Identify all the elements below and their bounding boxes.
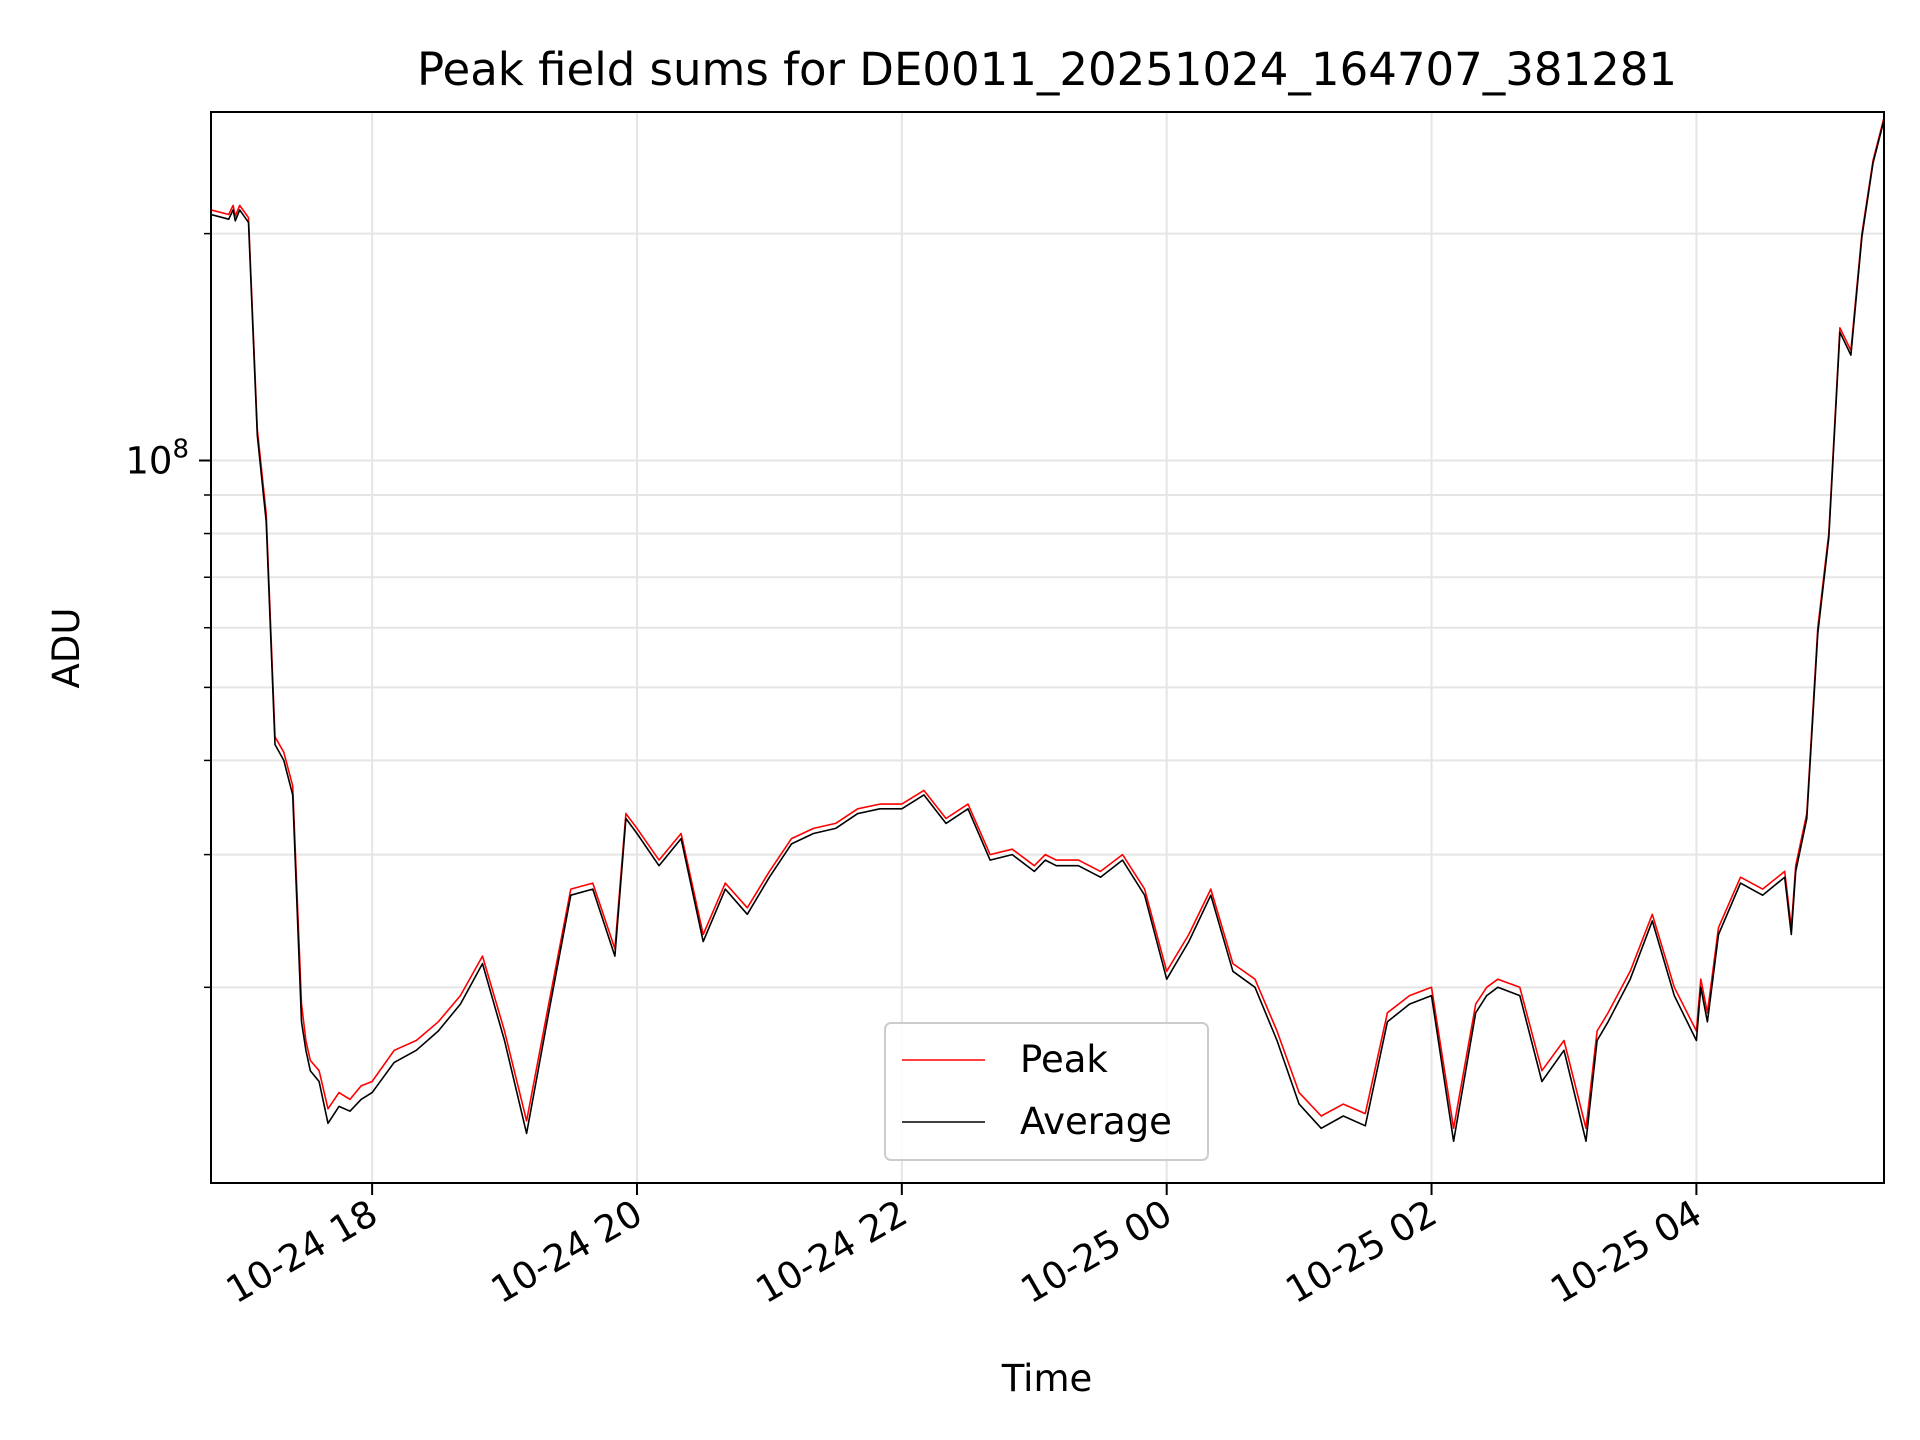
- chart-title: Peak field sums for DE0011_20251024_1647…: [417, 43, 1677, 96]
- y-tick-label-0: 108: [125, 435, 189, 483]
- series-line-peak: [211, 117, 1884, 1130]
- x-axis-label: Time: [1001, 1357, 1093, 1400]
- legend-box: [884, 1022, 1209, 1161]
- legend: Peak Average: [884, 1022, 1209, 1161]
- grid: [211, 112, 1884, 1183]
- y-axis: 108: [125, 232, 211, 989]
- series-line-average: [211, 119, 1884, 1142]
- plot-frame: [210, 111, 1885, 1184]
- legend-label-average: Average: [1020, 1100, 1172, 1143]
- legend-label-peak: Peak: [1020, 1038, 1108, 1081]
- series-lines: [211, 117, 1884, 1142]
- y-axis-label: ADU: [45, 608, 88, 689]
